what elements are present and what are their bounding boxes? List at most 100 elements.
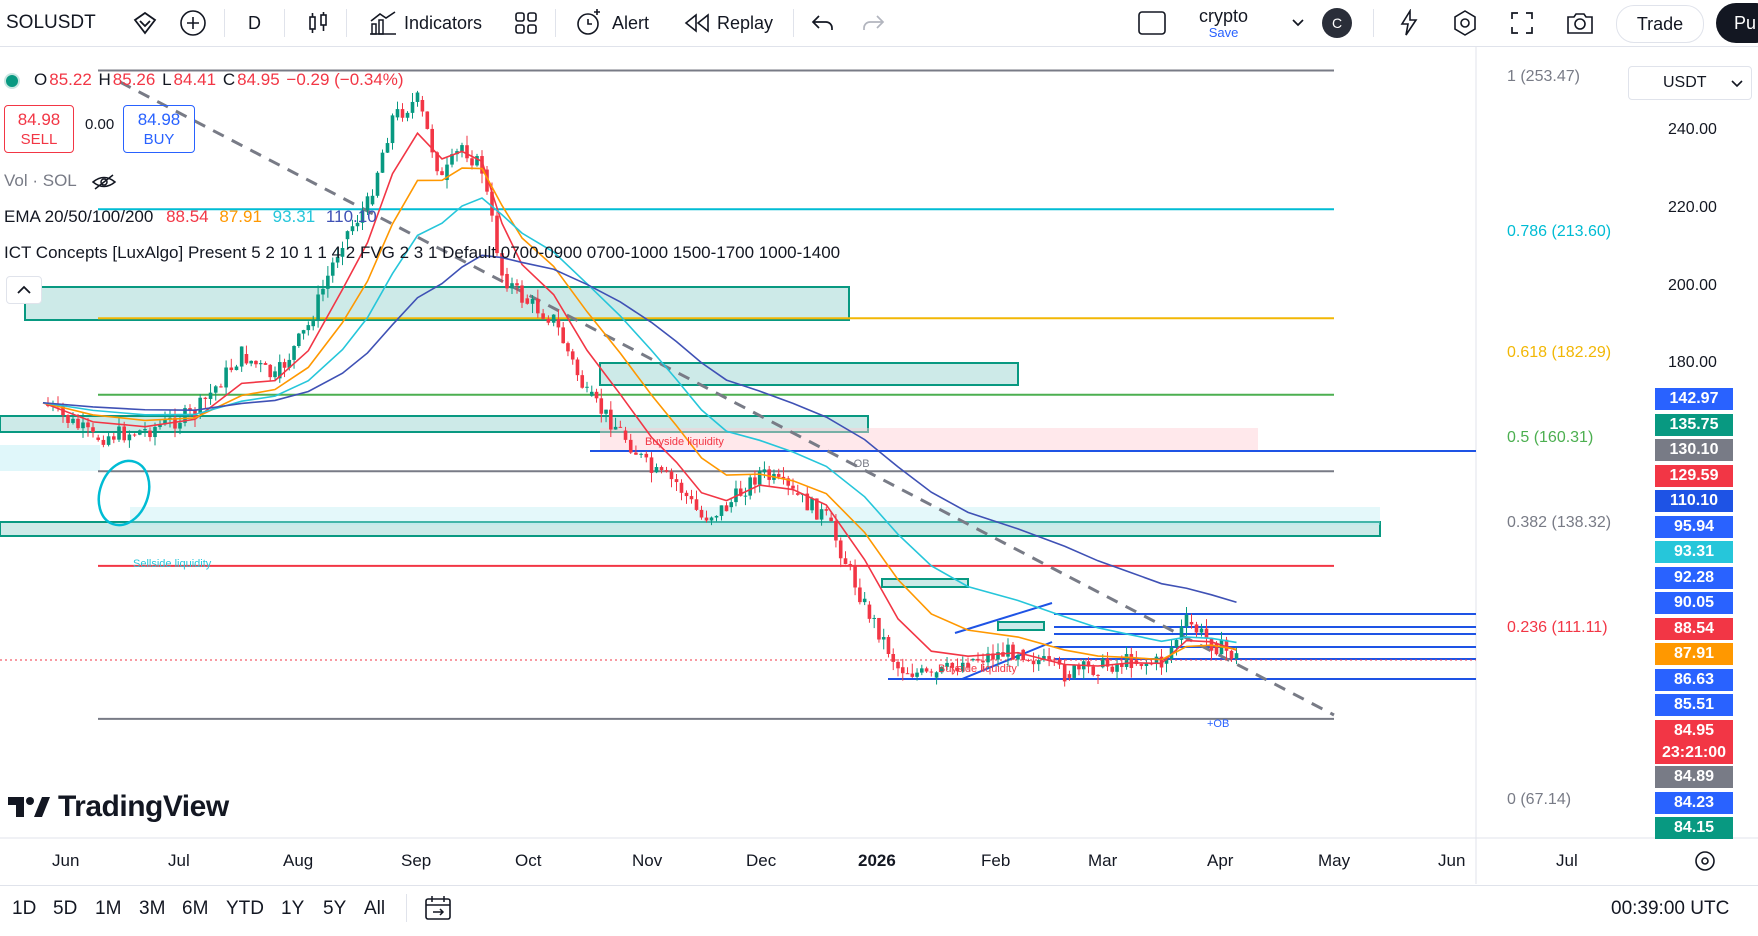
buy-button[interactable]: 84.98 BUY (123, 105, 195, 153)
candle (435, 152, 439, 172)
candle (815, 498, 819, 520)
chevron-up-icon (17, 285, 31, 294)
settings-gear-icon[interactable] (1451, 0, 1479, 46)
trade-button[interactable]: Trade (1616, 5, 1704, 43)
range-button[interactable]: 5D (53, 898, 78, 919)
candle (1047, 656, 1051, 660)
range-button[interactable]: 5Y (323, 898, 347, 919)
collapse-legend-button[interactable] (6, 276, 42, 304)
range-button[interactable]: 3M (139, 898, 166, 919)
range-button[interactable]: All (364, 898, 386, 919)
candle (440, 171, 444, 176)
utc-clock[interactable]: 00:39:00 UTC (1611, 898, 1730, 919)
candle (654, 467, 659, 473)
interval-label: D (248, 12, 261, 33)
chevron-down-icon[interactable] (1291, 0, 1305, 46)
interval-button[interactable]: D (248, 0, 261, 46)
undo-icon[interactable] (810, 0, 836, 46)
candle (714, 515, 719, 518)
candle (1224, 639, 1229, 651)
candle (1021, 649, 1025, 661)
candle (465, 145, 469, 159)
time-tick: Jul (168, 851, 190, 870)
candle (1129, 654, 1134, 669)
annotation-label: Buyside liquidity (938, 663, 1017, 675)
open-value: 85.22 (49, 70, 92, 89)
eye-hidden-icon[interactable] (91, 173, 117, 191)
time-tick: Mar (1088, 851, 1118, 870)
currency-select[interactable]: USDT (1628, 66, 1752, 100)
candle (106, 436, 111, 445)
volume-label: Vol · SOL (4, 171, 77, 190)
candle (896, 661, 900, 669)
candle (960, 662, 965, 672)
candle (173, 417, 177, 429)
layout-menu[interactable]: crypto Save (1199, 3, 1248, 43)
sell-button[interactable]: 84.98 SELL (4, 105, 74, 153)
price-tick: 240.00 (1668, 121, 1717, 138)
axis-price-label: 130.10 (1655, 439, 1733, 461)
price-chart[interactable]: Buyside liquidity Sellside liquidity -OB +O… (0, 47, 1758, 935)
avatar[interactable]: C (1322, 0, 1352, 46)
range-button[interactable]: 1M (95, 898, 122, 919)
candle (450, 154, 454, 165)
templates-icon[interactable] (513, 0, 539, 46)
axis-price-label: 84.95 (1655, 720, 1733, 742)
candle (649, 457, 654, 473)
candle (1194, 624, 1199, 633)
close-value: 84.95 (237, 70, 280, 89)
ema20-value: 88.54 (166, 207, 209, 226)
fullscreen-icon[interactable] (1509, 0, 1535, 46)
candle (385, 143, 390, 153)
candle (748, 477, 752, 496)
fib-label: 0 (67.14) (1507, 791, 1572, 808)
ohlc-legend: O 85.22 H 85.26 L 84.41 C 84.95 −0.29 (−0.34… (4, 70, 406, 90)
indicators-button[interactable]: Indicators (368, 0, 482, 46)
ema-label: EMA 20/50/100/200 (4, 207, 154, 226)
range-button[interactable]: YTD (226, 898, 264, 919)
range-button[interactable]: 1D (12, 898, 37, 919)
publish-button[interactable]: Pu (1716, 3, 1758, 43)
quick-search-icon[interactable] (1395, 0, 1423, 46)
axis-price-label: 142.97 (1655, 388, 1733, 410)
candle (143, 428, 147, 431)
candle (1174, 639, 1179, 648)
candle (734, 488, 738, 503)
candle (955, 667, 960, 672)
date-range-icon[interactable] (423, 895, 453, 928)
candle (510, 283, 514, 289)
candle (900, 667, 905, 674)
replay-button[interactable]: Replay (683, 0, 773, 46)
candle (460, 145, 464, 152)
time-tick: Apr (1207, 851, 1234, 870)
candle (724, 505, 729, 512)
candle (1100, 658, 1105, 668)
range-button[interactable]: 6M (182, 898, 209, 919)
avatar-letter: C (1322, 8, 1352, 38)
range-button[interactable]: 1Y (281, 898, 305, 919)
layout-name: crypto (1199, 6, 1249, 26)
compare-symbol-icon[interactable] (132, 0, 158, 46)
sellside-liquidity-zone (130, 507, 1380, 525)
candle (213, 386, 218, 393)
low-label: L (162, 70, 172, 89)
candle (971, 658, 975, 661)
candles-icon[interactable] (305, 0, 331, 46)
axis-price-label: 135.75 (1655, 414, 1733, 436)
candle (91, 427, 95, 432)
close-label: C (222, 70, 236, 89)
trade-label: Trade (1636, 13, 1684, 34)
alarm-clock-icon (577, 9, 600, 35)
candle (395, 109, 400, 118)
redo-icon[interactable] (860, 0, 886, 46)
candle (536, 298, 540, 314)
camera-icon[interactable] (1565, 0, 1595, 46)
fullscreen-square-icon[interactable] (1137, 0, 1167, 46)
candle (858, 587, 862, 603)
alert-button[interactable]: Alert (574, 0, 649, 46)
candle (1204, 628, 1209, 639)
symbol-search-button[interactable]: SOLUSDT (6, 0, 96, 46)
auto-scale-icon[interactable] (1693, 849, 1717, 878)
candle (684, 492, 689, 497)
add-symbol-icon[interactable] (179, 0, 207, 46)
